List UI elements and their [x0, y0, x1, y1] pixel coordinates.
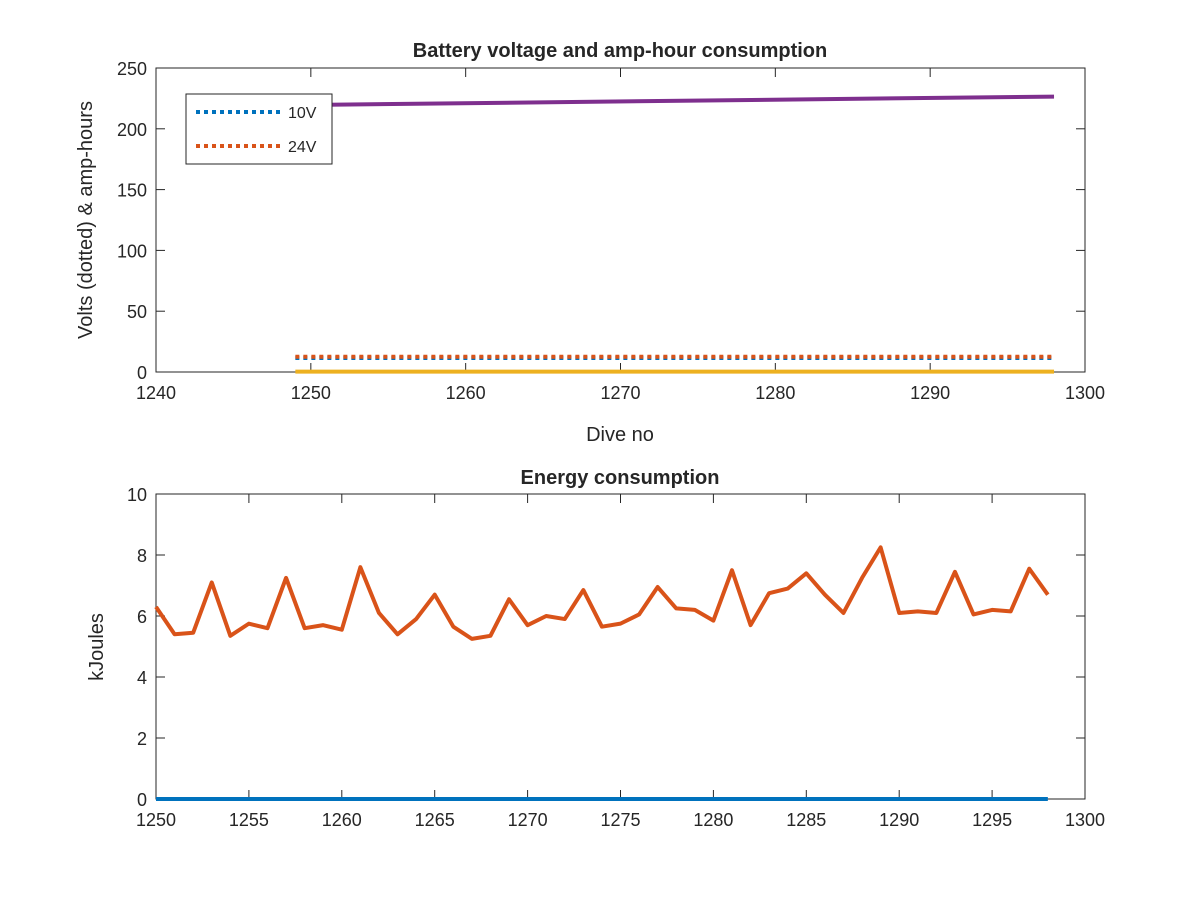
legend-label-10v: 10V: [288, 105, 317, 122]
x-axis-label-dive-no: Dive no: [586, 424, 654, 446]
x-tick-label: 1255: [229, 810, 269, 830]
x-tick-label: 1260: [322, 810, 362, 830]
chart-title-energy: Energy consumption: [521, 467, 720, 489]
y-axis-label-kjoules: kJoules: [86, 613, 108, 681]
x-tick-label: 1270: [600, 383, 640, 403]
y-tick-label: 4: [137, 668, 147, 688]
x-tick-label: 1295: [972, 810, 1012, 830]
x-tick-label: 1290: [879, 810, 919, 830]
legend-box: [185, 93, 333, 165]
x-tick-label: 1280: [755, 383, 795, 403]
legend: 10V 24V: [185, 93, 333, 165]
energy-axes: Energy consumption kJoules 1250 1255 1260 1…: [86, 467, 1105, 830]
x-tick-label: 1260: [446, 383, 486, 403]
series-line-0-2: [295, 94, 1055, 108]
y-tick-label: 150: [117, 181, 147, 201]
x-tick-label: 1285: [786, 810, 826, 830]
series-lines-energy: [154, 545, 1050, 801]
x-tick-label: 1240: [136, 383, 176, 403]
y-axis-label-volts-amphours: Volts (dotted) & amp-hours: [75, 101, 97, 339]
legend-label-24v: 24V: [288, 139, 317, 156]
x-tick-label: 1290: [910, 383, 950, 403]
series-lines-battery: [295, 94, 1055, 374]
x-tick-label: 1280: [693, 810, 733, 830]
x-tick-label: 1300: [1065, 810, 1105, 830]
series-line-1-0: [154, 545, 1050, 641]
x-tick-label: 1265: [415, 810, 455, 830]
x-tick-label: 1300: [1065, 383, 1105, 403]
y-tick-label: 0: [137, 790, 147, 810]
y-tick-label: 0: [137, 363, 147, 383]
x-tick-label: 1250: [291, 383, 331, 403]
axis-ticks-battery: 1240 1250 1260 1270 1280 1290 1300 0 50 100 150 200…: [117, 59, 1105, 403]
x-tick-label: 1250: [136, 810, 176, 830]
y-tick-label: 6: [137, 607, 147, 627]
x-tick-label: 1270: [508, 810, 548, 830]
y-tick-label: 200: [117, 120, 147, 140]
y-tick-label: 250: [117, 59, 147, 79]
y-tick-label: 8: [137, 546, 147, 566]
chart-title-battery: Battery voltage and amp-hour consumption: [413, 40, 827, 62]
y-tick-label: 50: [127, 302, 147, 322]
axis-ticks-energy: 1250 1255 1260 1265 1270 1275 1280 1285 1290 1295…: [127, 485, 1105, 830]
y-tick-label: 10: [127, 485, 147, 505]
x-tick-label: 1275: [600, 810, 640, 830]
y-tick-label: 2: [137, 729, 147, 749]
y-tick-label: 100: [117, 241, 147, 261]
voltage-amphour-axes: Battery voltage and amp-hour consumption…: [75, 40, 1105, 446]
